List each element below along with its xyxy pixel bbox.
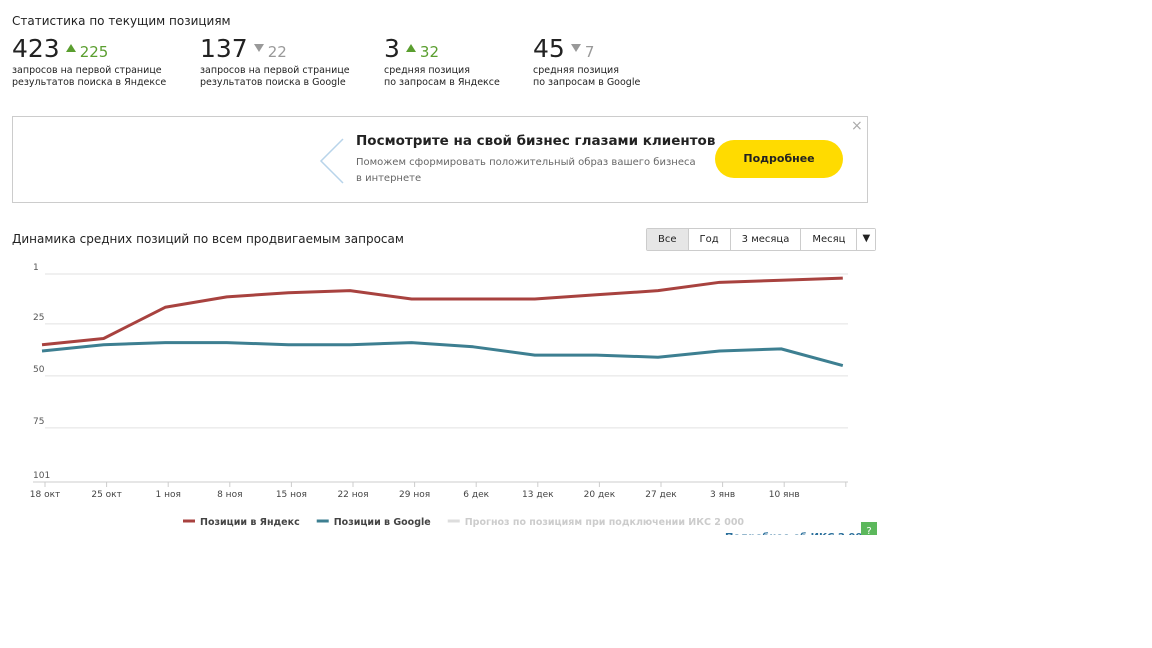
- stat-value: 423: [12, 34, 60, 63]
- stat-label-line: средняя позиция: [384, 65, 470, 76]
- legend-label[interactable]: Позиции в Google: [334, 517, 431, 528]
- period-button[interactable]: Год: [688, 229, 731, 250]
- stat: 137 22 запросов на первой странице результа…: [200, 34, 350, 89]
- stat-label-line: по запросам в Google: [533, 77, 641, 88]
- stat: 45 7 средняя позиция по запросам в Google: [533, 34, 640, 89]
- stat: 423 225 запросов на первой странице результ…: [12, 34, 166, 89]
- x-tick-label: 8 ноя: [217, 490, 242, 500]
- x-tick-label: 29 ноя: [399, 490, 430, 500]
- x-tick-label: 13 дек: [522, 490, 554, 500]
- stat-change: 32: [419, 43, 439, 61]
- chevron: [319, 138, 344, 184]
- period-button[interactable]: Месяц: [801, 229, 858, 250]
- stat-label: средняя позиция по запросам в Google: [533, 65, 640, 89]
- y-tick-label: 50: [33, 365, 45, 375]
- stat-label-line: запросов на первой странице: [200, 65, 350, 76]
- stat-label: запросов на первой странице результатов п…: [200, 65, 350, 89]
- stat-row: 137 22: [200, 34, 350, 63]
- x-tick-label: 1 ноя: [155, 490, 180, 500]
- banner-line: в интернете: [356, 173, 422, 184]
- stat-value: 45: [533, 34, 565, 63]
- period-button[interactable]: 3 месяца: [730, 229, 802, 250]
- x-tick-label: 25 окт: [91, 490, 122, 500]
- stat-label-line: результатов поиска в Google: [200, 77, 346, 88]
- stat-label: запросов на первой странице результатов п…: [12, 65, 166, 89]
- trend-arrow: [570, 44, 581, 52]
- banner: Посмотрите на свой бизнес глазами клиент…: [12, 116, 868, 203]
- period-button[interactable]: Все: [647, 229, 689, 250]
- trend-arrow: [405, 44, 416, 52]
- y-tick-label: 1: [33, 263, 39, 273]
- chart: 1 25 50 75 101 18 окт 25 окт 1 ноя 8 ноя 15 ноя 22…: [30, 263, 877, 535]
- stat-label-line: по запросам в Яндексе: [384, 77, 500, 88]
- line-series: [41, 341, 844, 367]
- stat-label-line: результатов поиска в Яндексе: [12, 77, 167, 88]
- x-tick-label: 18 окт: [30, 490, 61, 500]
- stat-change: 225: [79, 43, 109, 61]
- line-series: [41, 276, 843, 347]
- stat-row: 423 225: [12, 34, 166, 63]
- stat-row: 3 32: [384, 34, 500, 63]
- stat-value: 3: [384, 34, 400, 63]
- y-tick-label: 25: [33, 313, 44, 323]
- x-tick-label: 3 янв: [710, 490, 735, 500]
- footer-link[interactable]: Подробнее об ИКС 2 000: [725, 531, 869, 535]
- x-tick-label: 15 ноя: [276, 490, 307, 500]
- chart-title: Динамика средних позиций по всем продвиг…: [12, 232, 404, 246]
- y-tick-label: 101: [33, 471, 50, 481]
- stat-change: 22: [267, 43, 287, 61]
- legend-label[interactable]: Прогноз по позициям при подключении ИКС …: [465, 517, 745, 528]
- help-label: ?: [866, 526, 871, 535]
- stat-label-line: средняя позиция: [533, 65, 619, 76]
- stat-row: 45 7: [533, 34, 640, 63]
- stats-title: Статистика по текущим позициям: [12, 14, 231, 28]
- banner-title: Посмотрите на свой бизнес глазами клиент…: [356, 133, 716, 149]
- trend-arrow: [253, 44, 264, 52]
- period-buttons: Все Год 3 месяца Месяц ▼: [646, 228, 877, 251]
- banner-button[interactable]: Подробнее: [715, 140, 843, 178]
- stat-value: 137: [200, 34, 248, 63]
- trend-arrow: [65, 44, 76, 52]
- x-tick-label: 27 дек: [645, 490, 677, 500]
- banner-line: Поможем сформировать положительный образ…: [356, 157, 696, 168]
- period-button[interactable]: ▼: [857, 229, 876, 250]
- stat-label: средняя позиция по запросам в Яндексе: [384, 65, 500, 89]
- help-button[interactable]: [861, 522, 877, 535]
- x-tick-label: 6 дек: [463, 490, 489, 500]
- close-button[interactable]: ×: [851, 118, 863, 134]
- banner-text: Поможем сформировать положительный образ…: [356, 155, 696, 187]
- legend-label[interactable]: Позиции в Яндекс: [200, 517, 300, 528]
- stat-label-line: запросов на первой странице: [12, 65, 162, 76]
- stat: 3 32 средняя позиция по запросам в Яндексе: [384, 34, 500, 89]
- x-tick-label: 22 ноя: [337, 490, 368, 500]
- y-tick-label: 75: [33, 417, 44, 427]
- stat-change: 7: [584, 43, 595, 61]
- x-tick-label: 10 янв: [769, 490, 800, 500]
- x-tick-label: 20 дек: [584, 490, 616, 500]
